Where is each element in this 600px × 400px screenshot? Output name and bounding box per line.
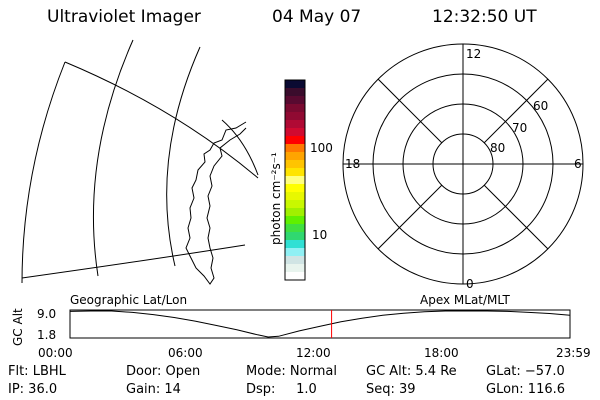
colorbar-band: [285, 136, 305, 145]
coastline: [185, 121, 247, 285]
glon-status: GLon: 116.6: [486, 382, 566, 397]
colorbar-band: [285, 152, 305, 161]
dsp-status: Dsp: 1.0: [246, 382, 317, 397]
mode-status: Mode: Normal: [246, 364, 337, 379]
colorbar-band: [285, 96, 305, 105]
x-tick: 18:00: [424, 346, 459, 360]
meridian-line: [221, 119, 259, 176]
colorbar-tick-100: 100: [310, 141, 333, 155]
colorbar-band: [285, 88, 305, 97]
geographic-map: [21, 39, 259, 285]
latitude-line: [21, 244, 246, 279]
x-tick: 00:00: [38, 346, 73, 360]
x-tick: 06:00: [168, 346, 203, 360]
seq-status: Seq: 39: [366, 382, 416, 397]
colorbar-band: [285, 144, 305, 153]
gain-status: Gain: 14: [126, 382, 181, 397]
colorbar-band: [285, 232, 305, 241]
altitude-plot-frame: [69, 309, 571, 339]
altitude-series-line: [69, 310, 571, 338]
colorbar-band: [285, 256, 305, 265]
mlt-line-diagonal: [483, 184, 549, 250]
lat-label-70: 70: [512, 121, 527, 135]
apex-label: Apex MLat/MLT: [420, 293, 510, 307]
colorbar-band: [285, 200, 305, 209]
colorbar-band: [285, 192, 305, 201]
mlt-label-0: 0: [466, 277, 474, 291]
lat-label-60: 60: [533, 99, 548, 113]
colorbar-frame: [284, 79, 306, 281]
colorbar-band: [285, 248, 305, 257]
mlt-line-diagonal: [377, 184, 443, 250]
mlt-label-12: 12: [466, 47, 481, 61]
colorbar-band: [285, 128, 305, 137]
colorbar-label: photon cm⁻²s⁻¹: [269, 152, 283, 245]
gc-alt-status: GC Alt: 5.4 Re: [366, 364, 457, 379]
mlt-line-diagonal: [483, 78, 549, 144]
glat-status: GLat: −57.0: [486, 364, 565, 379]
latitude-line: [64, 61, 259, 179]
lat-label-80: 80: [490, 141, 505, 155]
colorbar-band: [285, 104, 305, 113]
colorbar-band: [285, 224, 305, 233]
colorbar-band: [285, 216, 305, 225]
y-axis-label: GC Alt: [11, 308, 25, 346]
polar-plot: [342, 43, 584, 285]
colorbar-band: [285, 240, 305, 249]
date-label: 04 May 07: [272, 7, 362, 27]
colorbar-band: [285, 264, 305, 273]
meridian-line: [21, 61, 66, 284]
colorbar-band: [285, 80, 305, 89]
colorbar-band: [285, 160, 305, 169]
colorbar-band: [285, 184, 305, 193]
instrument-title: Ultraviolet Imager: [47, 7, 201, 27]
geographic-label: Geographic Lat/Lon: [70, 293, 187, 307]
door-status: Door: Open: [126, 364, 201, 379]
colorbar-tick-10: 10: [312, 228, 327, 242]
mlt-label-18: 18: [345, 157, 360, 171]
meridian-line: [166, 46, 201, 267]
y-tick-9: 9.0: [37, 307, 56, 321]
colorbar-band: [285, 176, 305, 185]
colorbar: [285, 80, 305, 281]
colorbar-band: [285, 120, 305, 129]
colorbar-band: [285, 272, 305, 281]
colorbar-band: [285, 112, 305, 121]
time-label: 12:32:50 UT: [432, 7, 537, 27]
ip-status: IP: 36.0: [8, 382, 58, 397]
mlt-label-6: 6: [574, 157, 582, 171]
colorbar-band: [285, 208, 305, 217]
x-tick: 23:59: [556, 346, 591, 360]
filter-status: Flt: LBHL: [8, 364, 66, 379]
meridian-line: [92, 39, 134, 277]
x-tick: 12:00: [296, 346, 331, 360]
y-tick-1.8: 1.8: [37, 328, 56, 342]
mlt-line-diagonal: [377, 78, 443, 144]
colorbar-band: [285, 168, 305, 177]
